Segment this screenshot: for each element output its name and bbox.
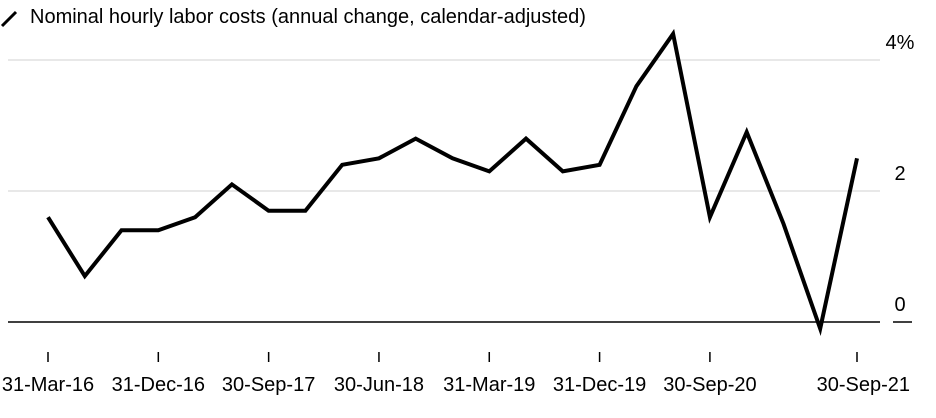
x-tick-label: 31-Mar-16 <box>2 374 94 396</box>
plot-area <box>46 28 859 336</box>
y-tick-label: 0 <box>894 294 905 316</box>
x-tick-label: 31-Dec-16 <box>112 374 205 396</box>
series-line <box>46 28 859 336</box>
gridlines <box>8 59 912 323</box>
x-tick-label: 30-Jun-18 <box>334 374 424 396</box>
x-tick-label: 30-Sep-20 <box>663 374 756 396</box>
x-tick-label: 30-Sep-17 <box>222 374 315 396</box>
y-tick-label: 2 <box>894 163 905 185</box>
legend-swatch-icon <box>0 10 18 28</box>
legend-label: Nominal hourly labor costs (annual chang… <box>30 6 586 28</box>
legend: Nominal hourly labor costs (annual chang… <box>0 6 586 28</box>
x-axis: 31-Mar-16 31-Dec-16 30-Sep-17 30-Jun-18 31-M… <box>2 352 910 396</box>
x-tick-label: 31-Dec-19 <box>553 374 646 396</box>
y-tick-label: 4% <box>886 32 915 54</box>
x-tick-label: 31-Mar-19 <box>443 374 535 396</box>
y-axis: 4% 2 0 <box>886 32 915 316</box>
x-tick-label: 30-Sep-21 <box>817 374 910 396</box>
